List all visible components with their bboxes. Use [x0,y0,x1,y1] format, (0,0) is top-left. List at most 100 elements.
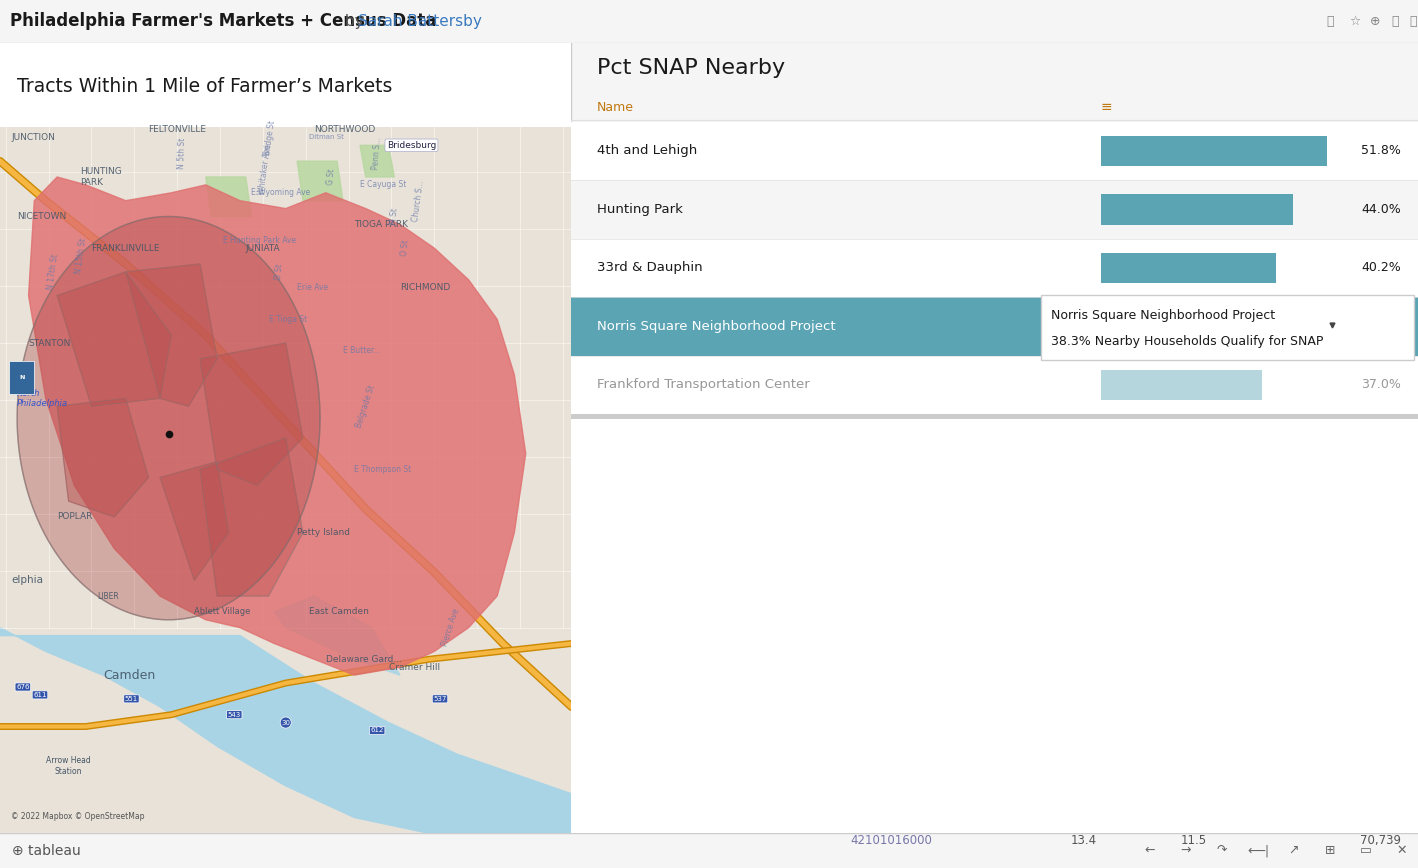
Text: 0.9: 0.9 [1188,549,1207,562]
Text: JUNIATA: JUNIATA [245,244,281,253]
Text: by: by [340,14,369,29]
Text: 13.4: 13.4 [1071,834,1096,847]
Text: LIBER: LIBER [98,592,119,601]
Text: ☆: ☆ [1350,15,1361,28]
Text: 42101014400: 42101014400 [851,621,933,634]
Text: ▭: ▭ [1360,845,1371,857]
Text: HUNTING
PARK: HUNTING PARK [79,168,122,187]
FancyBboxPatch shape [571,609,1418,645]
Text: Erie Ave: Erie Ave [298,283,329,293]
Text: Tracts w/in 1 mile: Tracts w/in 1 mile [597,431,769,450]
Text: Median
HH
Income: Median HH Income [1360,464,1401,497]
Text: D St: D St [274,263,285,280]
Text: 27,621: 27,621 [1360,514,1401,527]
Text: Geoid: Geoid [851,474,888,487]
Text: E Wyoming Ave: E Wyoming Ave [251,188,311,197]
Text: 44.2: 44.2 [1071,727,1096,740]
Text: 77,198: 77,198 [1360,799,1401,812]
Text: Petty Island: Petty Island [298,529,350,537]
Text: 20.9: 20.9 [1180,621,1207,634]
Text: Pierce Ave: Pierce Ave [440,608,461,648]
Text: Name: Name [597,101,634,114]
Text: ↷: ↷ [1217,845,1227,857]
Text: M St: M St [389,207,398,226]
Text: ⊕ tableau: ⊕ tableau [11,844,81,858]
Text: Sarah Battersby: Sarah Battersby [357,14,482,29]
Text: ⟵|: ⟵| [1246,845,1269,857]
FancyBboxPatch shape [571,681,1418,716]
Text: Ditman St: Ditman St [309,135,343,141]
Text: Philadelphia Farmer's Markets + Census Data: Philadelphia Farmer's Markets + Census D… [10,12,437,30]
Text: 42101015600: 42101015600 [851,727,933,740]
Polygon shape [126,264,217,406]
Text: ≡: ≡ [1100,101,1112,115]
Text: 44.0%: 44.0% [1361,203,1401,216]
Polygon shape [200,438,303,596]
Text: 8.0: 8.0 [1188,585,1207,598]
Text: 49.3: 49.3 [1071,656,1096,669]
Text: O St: O St [400,240,410,257]
Text: 676: 676 [16,684,30,690]
Text: 40.2%: 40.2% [1361,261,1401,274]
Text: Penn S...: Penn S... [372,136,383,170]
Text: ⊕: ⊕ [1370,15,1380,28]
Polygon shape [206,177,251,216]
Text: E Hunting Park Ave: E Hunting Park Ave [223,236,296,245]
Polygon shape [200,343,303,485]
Text: 42101015700: 42101015700 [851,763,933,776]
Text: N: N [18,375,24,380]
Text: 551: 551 [125,696,138,702]
Text: Frankford Transportation Center: Frankford Transportation Center [597,378,810,391]
Text: 4th and Lehigh: 4th and Lehigh [597,144,698,157]
Text: ⬜: ⬜ [1326,15,1334,28]
Text: 5.0: 5.0 [1078,549,1096,562]
Text: N 17th St: N 17th St [45,253,60,290]
Text: 30: 30 [281,720,291,726]
Text: N 15th St: N 15th St [74,238,88,274]
Text: ✕: ✕ [1397,845,1407,857]
Text: NORTHWOOD: NORTHWOOD [315,125,376,134]
Text: 77,284: 77,284 [1360,621,1401,634]
Text: ⬜: ⬜ [1409,15,1417,28]
Text: 7.2: 7.2 [1188,799,1207,812]
Text: E Thompson St: E Thompson St [354,465,411,474]
FancyBboxPatch shape [571,538,1418,574]
Text: 46,667: 46,667 [1360,763,1401,776]
Text: 70,739: 70,739 [1360,834,1401,847]
FancyBboxPatch shape [571,414,1418,833]
FancyBboxPatch shape [1041,295,1414,359]
FancyBboxPatch shape [571,239,1418,297]
Text: 42101014600: 42101014600 [851,692,933,705]
FancyBboxPatch shape [571,356,1418,414]
Text: Delaware Gard...: Delaware Gard... [326,654,401,664]
Text: →: → [1181,845,1191,857]
FancyBboxPatch shape [571,181,1418,239]
Polygon shape [57,398,149,517]
Text: 42101015800: 42101015800 [851,799,933,812]
FancyBboxPatch shape [1100,253,1276,283]
Text: ←: ← [1144,845,1156,857]
Text: % HH
Poverty: % HH Poverty [1054,470,1096,491]
Text: Ablett Village: Ablett Village [194,608,251,616]
Text: 33,787: 33,787 [1360,692,1401,705]
Text: 537: 537 [434,696,447,702]
Text: Whitaker Ave: Whitaker Ave [257,143,274,195]
Text: Pct SNAP Nearby: Pct SNAP Nearby [597,58,786,78]
FancyBboxPatch shape [1100,370,1262,400]
Text: Norris Square Neighborhood Project: Norris Square Neighborhood Project [1051,309,1276,322]
Text: 38.3%: 38.3% [1361,320,1401,333]
Text: 90,772: 90,772 [1360,585,1401,598]
Text: E Butter...: E Butter... [343,346,380,355]
Text: North
Philadelphia: North Philadelphia [17,389,68,408]
Text: 612: 612 [370,727,384,733]
Text: NICETOWN: NICETOWN [17,212,67,221]
FancyBboxPatch shape [571,752,1418,787]
Text: 20.7: 20.7 [1071,763,1096,776]
FancyBboxPatch shape [0,127,571,833]
Text: FRANKLINVILLE: FRANKLINVILLE [91,244,160,253]
Text: 52.6: 52.6 [1180,656,1207,669]
FancyBboxPatch shape [571,297,1418,356]
Text: 37.8: 37.8 [1071,514,1096,527]
Text: 45.2: 45.2 [1180,514,1207,527]
Polygon shape [360,145,394,177]
